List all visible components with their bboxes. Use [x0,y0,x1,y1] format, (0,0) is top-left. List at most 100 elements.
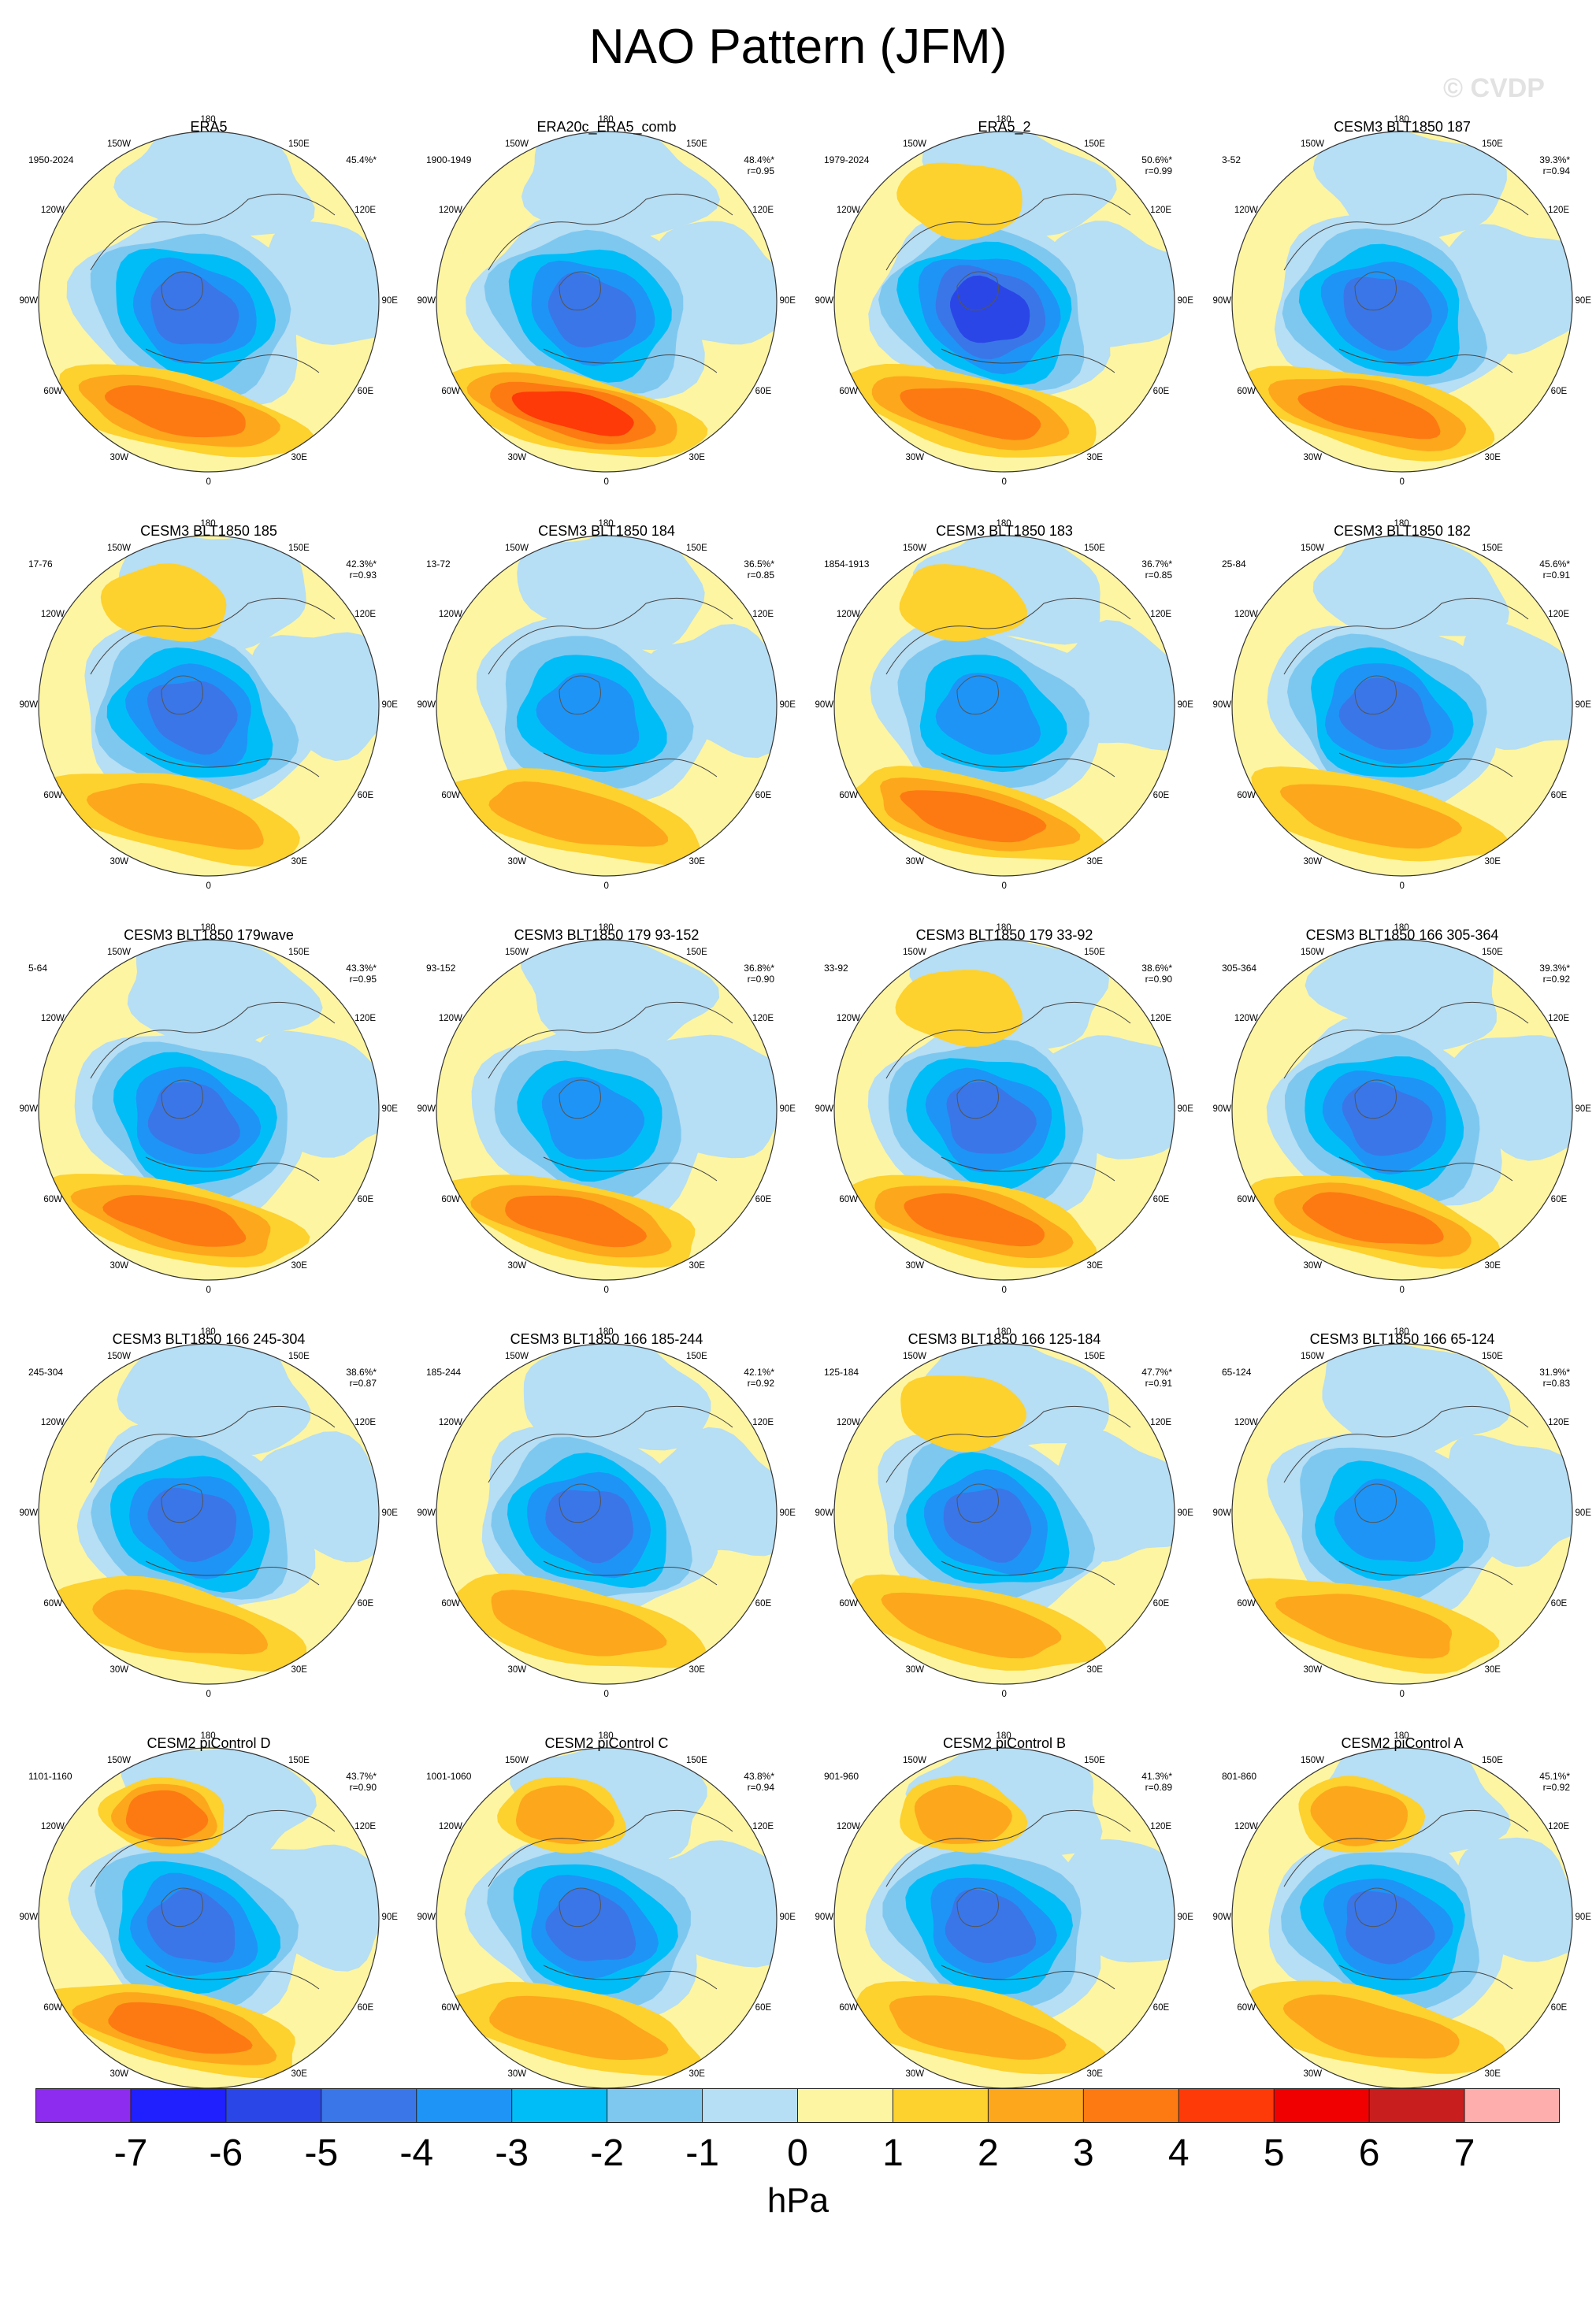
pacific-negative [1305,940,1497,1052]
high-contour [86,783,264,850]
longitude-label: 30E [689,1261,705,1271]
panel-years: 1979-2024 [824,154,870,165]
variance-explained: 39.3%* [1539,963,1570,974]
longitude-label: 30E [689,857,705,867]
longitude-label: 0 [603,881,609,891]
greenland-coast [1354,1887,1397,1928]
longitude-label: 90W [19,1508,39,1518]
high-contour [1297,385,1441,440]
map-boundary [38,1343,380,1685]
high-contour [900,388,1041,440]
coastline [488,597,733,675]
longitude-label: 150W [1301,139,1325,149]
longitude-label: 120E [1150,206,1172,215]
panel-title: CESM3 BLT1850 183 [936,523,1073,539]
panel-stats: 41.3%* r=0.89 [1130,1771,1172,1793]
coastline [145,752,320,777]
longitude-label: 60E [755,1195,772,1204]
longitude-label: 150E [1084,1755,1105,1765]
pacific-high [515,1785,615,1845]
longitude-label: 120W [40,1822,65,1831]
panel-title: ERA20c_ERA5_comb [536,119,677,135]
panel-stats: 38.6%* r=0.87 [334,1367,377,1389]
longitude-label: 60E [1550,387,1568,396]
longitude-label: 60E [1152,1599,1170,1609]
longitude-label: 150W [903,1755,927,1765]
longitude-label: 60W [1237,2003,1256,2013]
panel-title: CESM3 BLT1850 185 [140,523,277,539]
longitude-label: 60W [839,791,858,800]
high-contour [489,1995,669,2061]
coastline [941,1965,1115,1990]
longitude-label: 30E [1484,1261,1501,1271]
longitude-label: 60W [441,1599,460,1609]
polar-map [436,535,778,877]
longitude-label: 30E [291,1665,307,1675]
longitude-label: 180 [598,1327,614,1337]
map-panel: CESM3 BLT1850 166 245-304 245-304 38.6%* r=… [9,1327,408,1732]
longitude-label: 30W [905,1261,925,1271]
longitude-label: 180 [1394,519,1409,529]
panel-years: 17-76 [28,558,53,570]
longitude-label: 90W [19,296,39,306]
high-contour [900,790,1047,843]
coastline [885,1001,1131,1079]
coastline [1283,1001,1529,1079]
colorbar-swatch [416,2088,513,2123]
longitude-label: 90E [779,296,796,306]
longitude-label: 90E [381,1508,398,1518]
longitude-label: 180 [1394,1327,1409,1337]
longitude-label: 120W [40,610,65,619]
longitude-label: 30W [109,1665,129,1675]
coastline [543,1156,718,1182]
map-boundary [833,131,1175,473]
panel-stats: 36.8%* r=0.90 [732,963,774,985]
longitude-label: 90E [779,700,796,710]
greenland-coast [559,271,601,311]
map-boundary [436,939,778,1281]
panel-years: 1001-1060 [426,1771,472,1782]
longitude-label: 180 [598,519,614,529]
greenland-coast [161,1079,203,1119]
high-contour [491,1590,667,1657]
panel-years: 65-124 [1222,1367,1252,1378]
longitude-label: 90W [815,1104,834,1114]
longitude-label: 120W [438,1418,462,1427]
longitude-label: 30E [1484,1665,1501,1675]
map-panel: CESM3 BLT1850 166 65-124 65-124 31.9%* r=0.… [1203,1327,1596,1732]
coastline [941,1560,1115,1586]
longitude-label: 120W [1234,1418,1258,1427]
greenland-coast [1354,1079,1397,1119]
variance-explained: 43.7%* [346,1771,377,1782]
map-panel: CESM2 piControl D 1101-1160 43.7%* r=0.90 18… [9,1731,408,2136]
colorbar-tick-label: -3 [495,2132,529,2174]
low-contour [150,271,239,345]
longitude-label: 90E [1575,296,1591,306]
longitude-label: 60E [755,2003,772,2013]
longitude-label: 180 [200,1327,216,1337]
longitude-label: 180 [996,923,1011,933]
panel-stats: 45.1%* r=0.92 [1527,1771,1570,1793]
variance-explained: 42.3%* [346,558,377,570]
greenland-coast [956,271,999,311]
longitude-label: 60W [839,1195,858,1204]
pattern-correlation: r=0.90 [1145,974,1172,985]
longitude-label: 150W [1301,543,1325,553]
longitude-label: 90E [1177,296,1193,306]
greenland-coast [161,1483,203,1523]
longitude-label: 150E [288,1755,310,1765]
longitude-label: 120W [438,1822,462,1831]
longitude-label: 180 [996,1731,1011,1741]
coastline [1338,348,1513,373]
map-panel: CESM2 piControl C 1001-1060 43.8%* r=0.94 18… [407,1731,806,2136]
longitude-label: 120E [1548,1822,1570,1831]
longitude-label: 180 [200,519,216,529]
colorbar-swatch [35,2088,132,2123]
panel-title: CESM3 BLT1850 179wave [124,927,294,943]
longitude-label: 90W [815,1508,834,1518]
longitude-label: 150W [903,1351,927,1361]
high-contour [511,391,634,436]
colorbar-tick-label: -5 [304,2132,339,2174]
greenland-coast [559,1483,601,1523]
panel-title: CESM3 BLT1850 179 93-152 [514,927,700,943]
